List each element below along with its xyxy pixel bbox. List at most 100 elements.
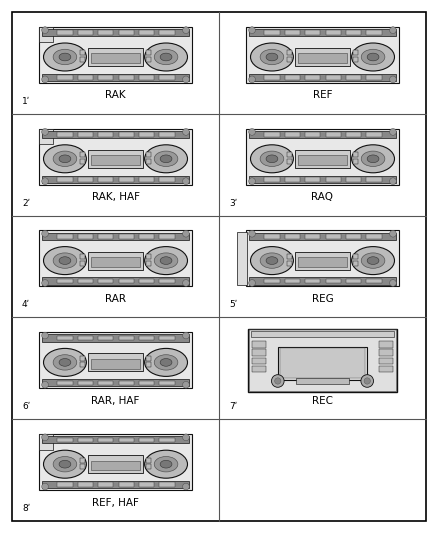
Bar [252,350,266,356]
Ellipse shape [43,349,86,376]
Bar [88,353,143,372]
Ellipse shape [53,354,77,370]
Ellipse shape [352,247,395,274]
Text: RAK, HAF: RAK, HAF [92,192,139,203]
Bar [78,279,93,284]
Bar [295,150,350,168]
Bar [139,336,154,341]
Bar [159,438,175,442]
Bar [285,177,300,182]
Bar [246,128,399,184]
Bar [264,75,279,80]
Bar [78,234,93,239]
Bar [264,234,279,239]
Bar [80,362,85,367]
Bar [249,277,396,285]
Bar [367,75,382,80]
Bar [285,279,300,284]
Ellipse shape [361,49,385,64]
Bar [57,30,73,35]
Bar [98,75,113,80]
Bar [250,329,396,391]
Bar [57,279,73,284]
Bar [98,438,113,442]
Bar [39,27,53,43]
Bar [346,279,361,284]
Bar [298,53,347,63]
Bar [91,461,140,471]
Ellipse shape [266,155,278,163]
Bar [119,75,134,80]
Ellipse shape [352,145,395,173]
Bar [286,261,292,265]
Bar [139,438,154,442]
Bar [78,132,93,137]
Bar [80,159,85,164]
Bar [298,257,347,267]
Text: RAQ: RAQ [311,192,333,203]
Bar [246,230,399,286]
Ellipse shape [53,151,77,166]
Text: 8ʹ: 8ʹ [22,504,30,513]
Bar [146,458,152,463]
Ellipse shape [260,151,284,166]
Bar [57,177,73,182]
Bar [39,128,53,144]
Bar [78,482,93,487]
Bar [346,234,361,239]
Bar [42,379,189,386]
Circle shape [249,27,255,34]
Circle shape [42,382,49,388]
Bar [91,53,140,63]
Bar [249,29,396,36]
Ellipse shape [266,257,278,264]
Bar [353,57,358,62]
Ellipse shape [160,53,172,61]
Bar [139,279,154,284]
Text: 7ʹ: 7ʹ [229,402,237,411]
Bar [42,131,189,138]
Bar [296,378,350,384]
Bar [346,30,361,35]
Bar [279,348,365,378]
Bar [139,75,154,80]
Bar [57,438,73,442]
Circle shape [183,128,189,135]
Bar [119,438,134,442]
Ellipse shape [260,253,284,268]
Bar [78,381,93,385]
Bar [139,30,154,35]
Circle shape [389,128,396,135]
Bar [305,75,321,80]
Ellipse shape [145,145,187,173]
Text: 2ʹ: 2ʹ [22,199,30,207]
Bar [57,75,73,80]
Bar [346,75,361,80]
Bar [80,152,85,157]
Ellipse shape [361,253,385,268]
Ellipse shape [154,49,178,64]
Bar [251,331,394,337]
Bar [353,51,358,55]
Bar [42,436,189,443]
Circle shape [183,76,189,83]
Ellipse shape [154,354,178,370]
Ellipse shape [145,450,187,478]
Circle shape [275,378,281,384]
Ellipse shape [266,53,278,61]
Ellipse shape [367,53,379,61]
Bar [353,261,358,265]
Ellipse shape [59,155,71,163]
Bar [295,48,350,66]
Bar [80,57,85,62]
Bar [159,177,175,182]
Bar [379,350,392,356]
Bar [39,434,192,490]
Bar [139,482,154,487]
Bar [298,155,347,165]
Circle shape [183,178,189,184]
Circle shape [389,178,396,184]
Bar [379,366,392,372]
Text: 5ʹ: 5ʹ [229,301,237,309]
Bar [57,234,73,239]
